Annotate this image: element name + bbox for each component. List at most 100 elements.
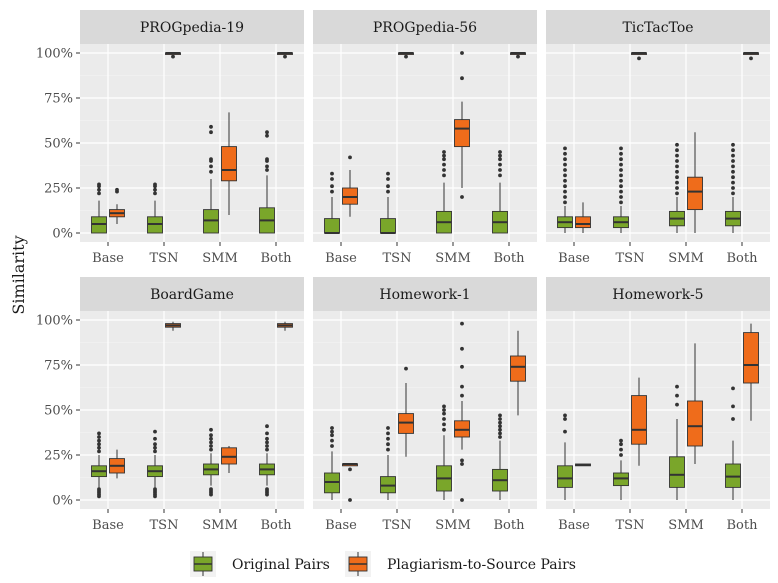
outlier-point	[460, 364, 464, 369]
outlier-point	[460, 384, 464, 389]
outlier-point	[209, 124, 213, 129]
facet-strip	[313, 277, 537, 311]
outlier-point	[563, 162, 567, 167]
outlier-point	[563, 151, 567, 156]
box-body	[687, 176, 703, 211]
outlier-point	[563, 195, 567, 199]
y-tick-label: 75%	[44, 359, 73, 374]
x-tick-label: SMM	[668, 251, 704, 266]
y-tick-label: 0%	[52, 227, 73, 242]
y-tick-label: 100%	[36, 314, 73, 329]
x-tick-label: Both	[494, 251, 526, 266]
outlier-point	[265, 164, 269, 169]
y-tick-label: 25%	[44, 449, 73, 464]
facet-strip	[80, 277, 304, 311]
outlier-point	[265, 424, 269, 429]
outlier-point	[619, 195, 623, 199]
outlier-point	[675, 402, 679, 407]
outlier-point	[731, 404, 735, 409]
x-tick-label: TSN	[383, 518, 412, 533]
box-body	[510, 355, 526, 382]
outlier-point	[209, 130, 213, 135]
outlier-point	[619, 200, 623, 205]
x-tick-label: Both	[261, 251, 293, 266]
outlier-point	[563, 189, 567, 194]
outlier-point	[348, 498, 352, 502]
legend-entry: Plagiarism-to-Source Pairs	[345, 551, 576, 577]
outlier-point	[460, 321, 464, 326]
facet-panel: TicTacToe Base TSN SMM Both	[546, 10, 770, 266]
outlier-point	[619, 438, 623, 443]
box-body	[324, 218, 340, 234]
outlier-point	[498, 157, 502, 162]
plagiarism-box	[631, 377, 647, 466]
original-box	[259, 130, 275, 234]
box-body	[669, 456, 685, 488]
facet-title: Homework-5	[612, 287, 703, 303]
plagiarism-box	[454, 51, 470, 199]
outlier-point	[675, 180, 679, 185]
outlier-point	[498, 162, 502, 167]
facet-panel: Homework-5 Base TSN SMM Both	[546, 277, 770, 533]
plagiarism-box	[454, 321, 470, 502]
outlier-point	[97, 487, 101, 492]
legend-entry: Original Pairs	[190, 551, 330, 577]
original-box	[492, 413, 508, 500]
outlier-point	[153, 436, 157, 441]
outlier-point	[442, 408, 446, 412]
outlier-point	[619, 189, 623, 194]
plagiarism-box	[342, 155, 358, 217]
facet-strip	[313, 10, 537, 44]
legend-label: Plagiarism-to-Source Pairs	[387, 557, 576, 573]
outlier-point	[460, 195, 464, 199]
x-tick-label: Both	[494, 518, 526, 533]
outlier-point	[460, 462, 464, 466]
outlier-point	[386, 442, 390, 447]
outlier-point	[731, 148, 735, 153]
box-body	[454, 119, 470, 148]
outlier-point	[97, 449, 101, 454]
outlier-point	[442, 157, 446, 162]
outlier-point	[563, 157, 567, 162]
outlier-point	[637, 56, 641, 61]
x-tick-label: TSN	[150, 251, 179, 266]
box-body	[687, 400, 703, 447]
outlier-point	[330, 184, 334, 189]
outlier-point	[675, 148, 679, 153]
outlier-point	[153, 429, 157, 434]
x-tick-label: Base	[325, 251, 357, 266]
x-tick-label: SMM	[202, 251, 238, 266]
plagiarism-box	[109, 187, 125, 224]
outlier-point	[563, 173, 567, 178]
outlier-point	[209, 164, 213, 169]
outlier-point	[731, 142, 735, 147]
outlier-point	[498, 168, 502, 172]
box-body	[380, 218, 396, 234]
outlier-point	[619, 173, 623, 178]
plagiarism-box	[221, 446, 237, 473]
outlier-point	[386, 436, 390, 441]
outlier-point	[386, 171, 390, 176]
outlier-point	[97, 442, 101, 447]
outlier-point	[619, 146, 623, 151]
facet-panels: PROGpedia-19 0% 25% 50% 75% 100% Base TSN SMM Bot…	[36, 10, 770, 533]
outlier-point	[675, 175, 679, 180]
outlier-point	[97, 445, 101, 450]
outlier-point	[460, 346, 464, 351]
outlier-point	[386, 177, 390, 181]
outlier-point	[209, 169, 213, 174]
legend-label: Original Pairs	[232, 557, 330, 573]
outlier-point	[442, 417, 446, 421]
original-box	[203, 124, 219, 234]
outlier-point	[171, 54, 175, 59]
facet-title: PROGpedia-19	[140, 20, 244, 36]
box-body	[743, 332, 759, 384]
plagiarism-box	[575, 463, 591, 467]
y-tick-label: 75%	[44, 92, 73, 107]
outlier-point	[97, 438, 101, 443]
box-body	[557, 465, 573, 488]
y-axis-label: Similarity	[9, 235, 28, 314]
x-tick-label: Base	[92, 251, 124, 266]
plagiarism-box	[277, 321, 293, 331]
outlier-point	[386, 447, 390, 452]
